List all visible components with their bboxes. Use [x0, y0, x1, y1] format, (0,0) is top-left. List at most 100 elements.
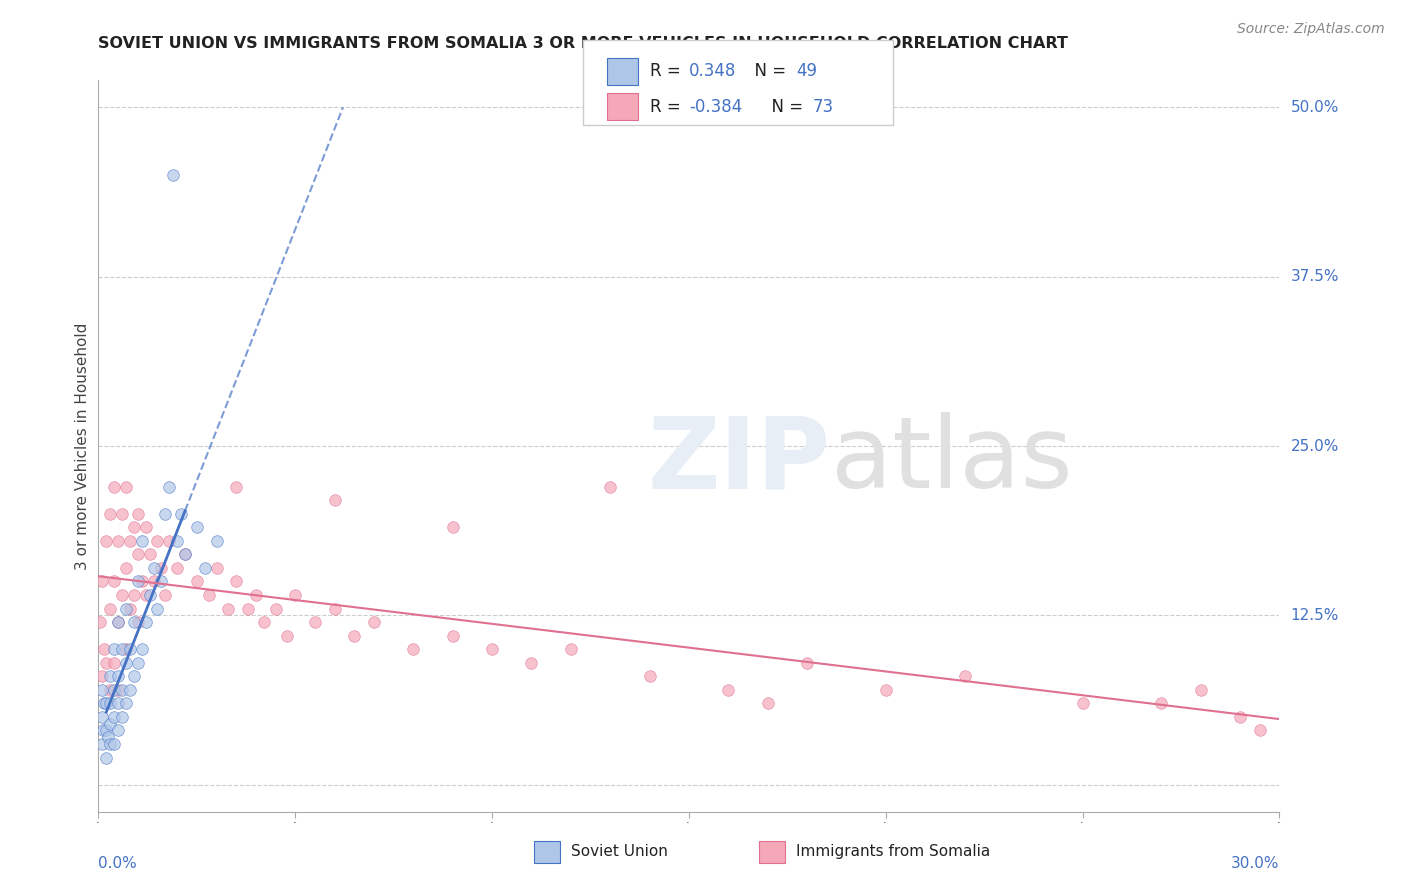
Point	[118, 682, 141, 697]
Point	[96, 750, 118, 764]
Y-axis label: 3 or more Vehicles in Household: 3 or more Vehicles in Household	[75, 322, 90, 570]
Point	[103, 682, 125, 697]
Point	[217, 601, 239, 615]
Point	[138, 547, 160, 561]
Point	[1071, 697, 1094, 711]
Point	[98, 507, 121, 521]
Point	[103, 656, 125, 670]
Point	[225, 574, 247, 589]
Point	[103, 574, 125, 589]
Point	[150, 561, 173, 575]
Point	[284, 588, 307, 602]
Point	[91, 574, 114, 589]
Text: Source: ZipAtlas.com: Source: ZipAtlas.com	[1237, 22, 1385, 37]
Point	[111, 507, 134, 521]
Point	[155, 507, 177, 521]
Point	[107, 615, 129, 629]
Text: Soviet Union: Soviet Union	[571, 845, 668, 859]
Point	[127, 656, 149, 670]
Point	[115, 697, 138, 711]
Point	[560, 642, 582, 657]
Text: R =: R =	[650, 98, 686, 116]
Point	[245, 588, 267, 602]
Point	[127, 507, 149, 521]
Point	[107, 669, 129, 683]
Point	[402, 642, 425, 657]
Point	[115, 601, 138, 615]
Point	[90, 682, 112, 697]
Point	[107, 533, 129, 548]
Point	[98, 697, 121, 711]
Point	[756, 697, 779, 711]
Point	[205, 533, 228, 548]
Text: N =: N =	[744, 62, 792, 80]
Text: ZIP: ZIP	[648, 412, 831, 509]
Point	[89, 615, 111, 629]
Point	[96, 533, 118, 548]
Point	[323, 601, 346, 615]
Text: 12.5%: 12.5%	[1291, 607, 1339, 623]
Point	[135, 615, 157, 629]
Point	[131, 642, 153, 657]
Point	[98, 716, 121, 731]
Point	[205, 561, 228, 575]
Point	[166, 561, 188, 575]
Point	[131, 533, 153, 548]
Point	[150, 574, 173, 589]
Point	[520, 656, 543, 670]
Point	[264, 601, 287, 615]
Point	[103, 642, 125, 657]
Point	[796, 656, 818, 670]
Point	[122, 520, 145, 534]
Point	[441, 520, 464, 534]
Point	[91, 669, 114, 683]
Point	[194, 561, 217, 575]
Text: 25.0%: 25.0%	[1291, 439, 1339, 453]
Point	[96, 656, 118, 670]
Point	[93, 642, 115, 657]
Point	[96, 697, 118, 711]
Point	[135, 520, 157, 534]
Point	[142, 561, 165, 575]
Point	[1189, 682, 1212, 697]
Point	[1249, 723, 1271, 738]
Point	[111, 588, 134, 602]
Point	[225, 480, 247, 494]
Point	[131, 574, 153, 589]
Point	[91, 737, 114, 751]
Point	[323, 493, 346, 508]
Point	[875, 682, 897, 697]
Point	[93, 697, 115, 711]
Text: atlas: atlas	[831, 412, 1073, 509]
Point	[127, 547, 149, 561]
Point	[115, 561, 138, 575]
Point	[481, 642, 503, 657]
Point	[98, 669, 121, 683]
Point	[103, 480, 125, 494]
Point	[115, 642, 138, 657]
Point	[98, 601, 121, 615]
Point	[118, 533, 141, 548]
Point	[115, 480, 138, 494]
Point	[138, 588, 160, 602]
Point	[127, 574, 149, 589]
Text: 30.0%: 30.0%	[1232, 855, 1279, 871]
Point	[363, 615, 385, 629]
Text: R =: R =	[650, 62, 686, 80]
Text: 0.0%: 0.0%	[98, 855, 138, 871]
Point	[135, 588, 157, 602]
Point	[343, 629, 366, 643]
Point	[717, 682, 740, 697]
Point	[103, 737, 125, 751]
Point	[236, 601, 259, 615]
Point	[186, 520, 208, 534]
Text: 37.5%: 37.5%	[1291, 269, 1339, 285]
Text: 49: 49	[796, 62, 817, 80]
Point	[166, 533, 188, 548]
Point	[107, 615, 129, 629]
Text: N =: N =	[761, 98, 808, 116]
Point	[111, 710, 134, 724]
Point	[107, 682, 129, 697]
Point	[91, 723, 114, 738]
Point	[253, 615, 276, 629]
